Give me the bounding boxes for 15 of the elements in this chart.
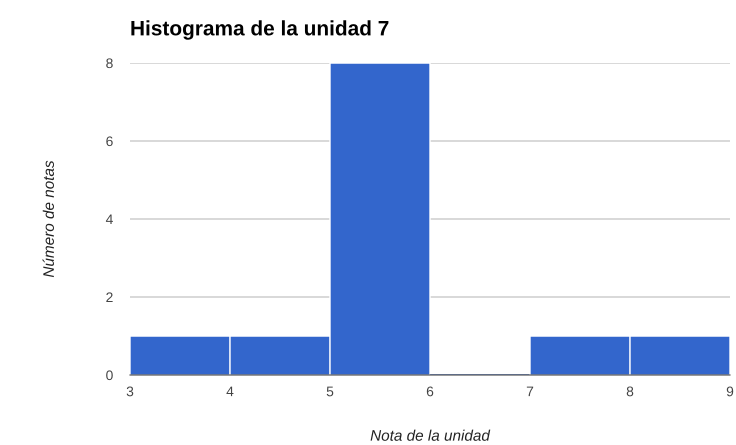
- x-tick-label: 8: [626, 386, 634, 396]
- x-tick-label: 4: [226, 386, 234, 396]
- x-tick-label: 7: [526, 386, 534, 396]
- x-tick-label: 5: [326, 386, 334, 396]
- x-axis-title: Nota de la unidad: [370, 430, 490, 441]
- y-tick-label: 6: [106, 136, 113, 146]
- x-tick-label: 9: [726, 386, 734, 396]
- x-tick-label: 6: [426, 386, 434, 396]
- chart-title: Histograma de la unidad 7: [131, 20, 388, 40]
- y-tick-label: 4: [106, 214, 113, 224]
- x-tick-label: 3: [126, 386, 134, 396]
- y-tick-label: 0: [106, 370, 113, 380]
- y-tick-label: 2: [106, 292, 113, 302]
- y-tick-label: 8: [106, 58, 113, 68]
- y-axis-title: Número de notas: [42, 160, 54, 278]
